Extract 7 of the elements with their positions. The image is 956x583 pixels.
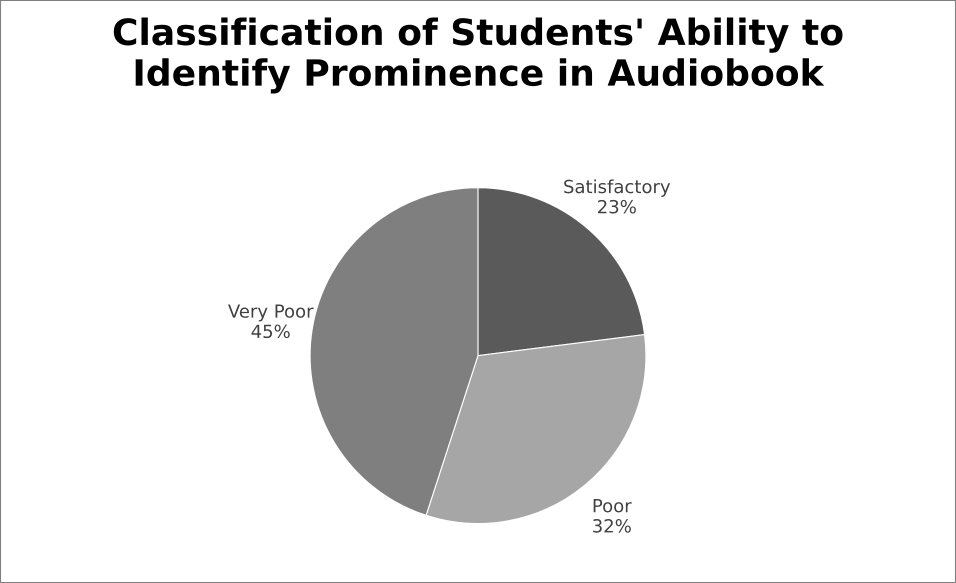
slice-label: Satisfactory bbox=[564, 179, 670, 197]
data-label: 32% bbox=[593, 519, 631, 533]
data-label: 45% bbox=[252, 324, 290, 338]
slice-label: Very Poor bbox=[228, 304, 314, 322]
data-label: 23% bbox=[598, 200, 636, 214]
chart-title: Classification of Students' Ability to Identify Prominence in Audiobook bbox=[114, 17, 842, 94]
slice-label: Poor bbox=[594, 499, 632, 512]
